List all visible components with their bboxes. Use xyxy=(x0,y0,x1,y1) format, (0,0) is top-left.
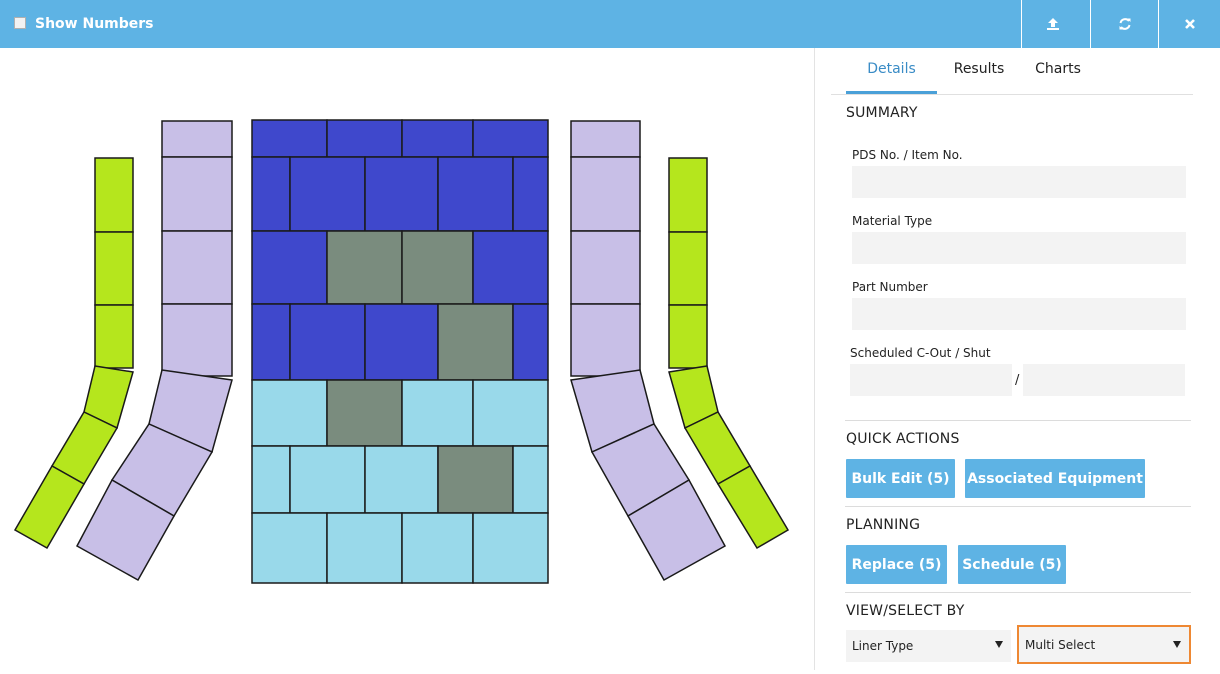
liner-tile[interactable] xyxy=(326,512,403,584)
pds-field[interactable] xyxy=(852,166,1186,198)
upload-icon xyxy=(1046,18,1059,30)
selection-mode-select[interactable]: Multi Select xyxy=(1017,625,1191,664)
liner-tile[interactable] xyxy=(668,157,708,233)
title-bar: Show Numbers xyxy=(0,0,1220,48)
liner-tile[interactable] xyxy=(364,156,439,232)
liner-tile[interactable] xyxy=(326,379,403,447)
liner-tile[interactable] xyxy=(570,303,641,377)
liner-tile[interactable] xyxy=(94,231,134,306)
divider xyxy=(845,506,1191,507)
liner-tile[interactable] xyxy=(289,156,366,232)
liner-tile[interactable] xyxy=(289,303,366,381)
planning-title: PLANNING xyxy=(846,517,921,533)
scheduled-shut-field[interactable] xyxy=(1023,364,1185,396)
liner-tile[interactable] xyxy=(364,445,439,514)
liner-tile[interactable] xyxy=(472,119,549,158)
liner-tile[interactable] xyxy=(668,231,708,306)
chevron-down-icon xyxy=(1173,641,1181,648)
liner-tile[interactable] xyxy=(512,303,549,381)
part-number-field[interactable] xyxy=(852,298,1186,330)
part-number-label: Part Number xyxy=(852,280,928,294)
liner-tile[interactable] xyxy=(626,478,727,582)
liner-tile[interactable] xyxy=(161,303,233,377)
tab-details[interactable]: Details xyxy=(846,48,937,94)
liner-tile[interactable] xyxy=(251,156,291,232)
liner-tile[interactable] xyxy=(668,304,708,369)
date-separator: / xyxy=(1015,373,1020,388)
title-group: Show Numbers xyxy=(14,0,154,48)
liner-tile[interactable] xyxy=(13,464,86,550)
liner-tile[interactable] xyxy=(401,119,474,158)
liner-tile[interactable] xyxy=(251,512,328,584)
upload-button[interactable] xyxy=(1021,0,1083,48)
pds-label: PDS No. / Item No. xyxy=(852,148,963,162)
liner-tile[interactable] xyxy=(472,230,549,305)
selection-mode-value: Multi Select xyxy=(1025,637,1096,652)
liner-map-canvas xyxy=(0,48,814,670)
tab-charts[interactable]: Charts xyxy=(1035,61,1081,77)
liner-tile[interactable] xyxy=(251,379,328,447)
scheduled-cout-label: Scheduled C-Out / Shut xyxy=(850,346,991,360)
schedule-button[interactable]: Schedule (5) xyxy=(958,545,1066,584)
liner-tile[interactable] xyxy=(570,156,641,232)
view-by-select[interactable]: Liner Type xyxy=(846,630,1011,662)
tab-results[interactable]: Results xyxy=(953,61,1005,77)
liner-tile[interactable] xyxy=(251,303,291,381)
close-icon xyxy=(1184,19,1195,29)
liner-tile[interactable] xyxy=(716,464,790,550)
liner-tile[interactable] xyxy=(251,119,328,158)
liner-tile[interactable] xyxy=(364,303,439,381)
liner-tile[interactable] xyxy=(161,156,233,232)
liner-tile[interactable] xyxy=(512,156,549,232)
liner-tile[interactable] xyxy=(161,120,233,158)
replace-button[interactable]: Replace (5) xyxy=(846,545,947,584)
liner-tile[interactable] xyxy=(289,445,366,514)
associated-equipment-button[interactable]: Associated Equipment xyxy=(965,459,1145,498)
summary-title: SUMMARY xyxy=(846,105,918,121)
view-by-value: Liner Type xyxy=(852,639,914,653)
liner-tile[interactable] xyxy=(472,379,549,447)
liner-tile[interactable] xyxy=(326,119,403,158)
close-button[interactable] xyxy=(1158,0,1220,48)
liner-tile[interactable] xyxy=(251,230,328,305)
liner-tile[interactable] xyxy=(161,230,233,305)
liner-tile[interactable] xyxy=(570,230,641,305)
window-title: Show Numbers xyxy=(35,16,154,32)
liner-tile[interactable] xyxy=(512,445,549,514)
liner-tile[interactable] xyxy=(401,230,474,305)
refresh-icon xyxy=(1119,18,1130,30)
refresh-button[interactable] xyxy=(1090,0,1158,48)
liner-tile[interactable] xyxy=(437,156,514,232)
liner-tile[interactable] xyxy=(437,303,514,381)
liner-tile[interactable] xyxy=(94,304,134,369)
view-select-title: VIEW/SELECT BY xyxy=(846,603,965,619)
divider xyxy=(845,420,1191,421)
liner-tile[interactable] xyxy=(251,445,291,514)
bulk-edit-button[interactable]: Bulk Edit (5) xyxy=(846,459,955,498)
liner-tile[interactable] xyxy=(437,445,514,514)
material-type-field[interactable] xyxy=(852,232,1186,264)
liner-map xyxy=(13,119,790,584)
liner-tile[interactable] xyxy=(94,157,134,233)
liner-tile[interactable] xyxy=(401,379,474,447)
liner-tile[interactable] xyxy=(326,230,403,305)
divider xyxy=(845,592,1191,593)
show-numbers-checkbox[interactable] xyxy=(14,17,26,29)
details-panel: Details Results Charts SUMMARY PDS No. /… xyxy=(814,48,1220,670)
liner-tile[interactable] xyxy=(75,478,176,582)
tab-bar: Details Results Charts xyxy=(831,48,1193,95)
liner-tile[interactable] xyxy=(472,512,549,584)
scheduled-cout-field[interactable] xyxy=(850,364,1012,396)
chevron-down-icon xyxy=(995,641,1003,648)
liner-tile[interactable] xyxy=(401,512,474,584)
liner-tile[interactable] xyxy=(570,120,641,158)
material-type-label: Material Type xyxy=(852,214,933,228)
quick-actions-title: QUICK ACTIONS xyxy=(846,431,960,447)
